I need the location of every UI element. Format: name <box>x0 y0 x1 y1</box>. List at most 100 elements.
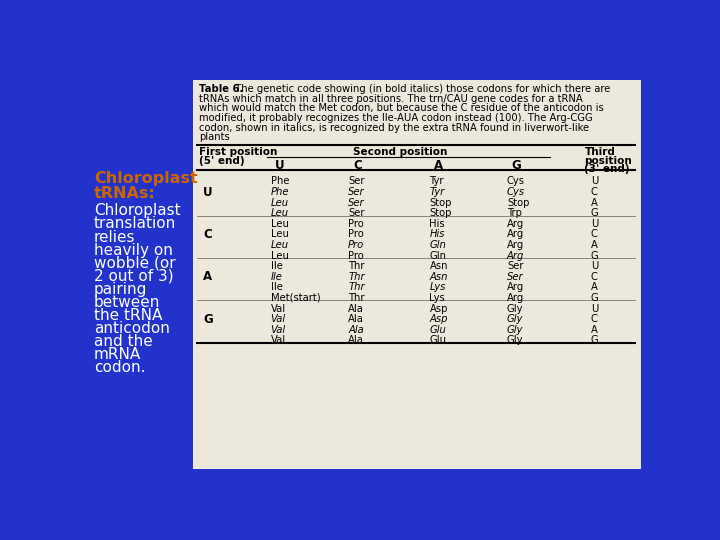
Text: A: A <box>203 271 212 284</box>
Text: Thr: Thr <box>348 272 365 282</box>
Text: Leu: Leu <box>271 240 289 250</box>
Text: Ala: Ala <box>348 303 364 314</box>
Text: Tyr: Tyr <box>429 187 445 197</box>
Text: Asn: Asn <box>429 272 448 282</box>
Text: Pro: Pro <box>348 251 364 261</box>
Text: (5' end): (5' end) <box>199 156 245 166</box>
Text: U: U <box>590 177 598 186</box>
Text: anticodon: anticodon <box>94 321 170 336</box>
Text: U: U <box>275 159 284 172</box>
Text: G: G <box>590 293 598 303</box>
Text: His: His <box>429 219 445 229</box>
Text: U: U <box>590 303 598 314</box>
Text: Table 6.: Table 6. <box>199 84 243 94</box>
Text: C: C <box>590 272 598 282</box>
Text: First position: First position <box>199 147 278 157</box>
Text: Ser: Ser <box>507 272 523 282</box>
Text: Leu: Leu <box>271 251 289 261</box>
Text: which would match the Met codon, but because the C residue of the anticodon is: which would match the Met codon, but bec… <box>199 103 604 113</box>
Text: codon, shown in italics, is recognized by the extra tRNA found in liverwort-like: codon, shown in italics, is recognized b… <box>199 123 590 132</box>
Text: G: G <box>203 313 213 326</box>
Text: Ile: Ile <box>271 282 282 292</box>
Text: modified, it probably recognizes the Ile-AUA codon instead (100). The Arg-CGG: modified, it probably recognizes the Ile… <box>199 113 593 123</box>
Text: Pro: Pro <box>348 240 364 250</box>
Text: C: C <box>590 314 598 324</box>
Text: Arg: Arg <box>507 293 524 303</box>
Text: G: G <box>511 159 521 172</box>
Text: Ser: Ser <box>348 208 364 218</box>
Text: U: U <box>590 219 598 229</box>
Text: Gly: Gly <box>507 314 523 324</box>
Text: mRNA: mRNA <box>94 347 141 362</box>
Text: Tyr: Tyr <box>429 177 444 186</box>
Text: Gln: Gln <box>429 251 446 261</box>
Text: Val: Val <box>271 303 286 314</box>
Text: 2 out of 3): 2 out of 3) <box>94 269 174 284</box>
Text: Asp: Asp <box>429 314 448 324</box>
Text: C: C <box>590 187 598 197</box>
Text: the tRNA: the tRNA <box>94 308 162 323</box>
Text: Gly: Gly <box>507 335 523 345</box>
Text: (3' end): (3' end) <box>585 164 630 174</box>
Text: Leu: Leu <box>271 230 289 239</box>
Text: Arg: Arg <box>507 282 524 292</box>
Bar <box>193 80 641 469</box>
Text: relies: relies <box>94 230 135 245</box>
Text: Ile: Ile <box>271 272 282 282</box>
Text: U: U <box>203 186 213 199</box>
Text: and the: and the <box>94 334 153 349</box>
Text: Arg: Arg <box>507 251 524 261</box>
Text: Lys: Lys <box>429 282 446 292</box>
Text: U: U <box>590 261 598 271</box>
Text: Phe: Phe <box>271 177 289 186</box>
Text: Thr: Thr <box>348 261 364 271</box>
Text: Ile: Ile <box>271 261 282 271</box>
Text: Ala: Ala <box>348 314 364 324</box>
Text: Glu: Glu <box>429 335 446 345</box>
Text: Ser: Ser <box>348 198 365 207</box>
Text: Ser: Ser <box>348 187 365 197</box>
Text: His: His <box>429 230 445 239</box>
Text: Asn: Asn <box>429 261 448 271</box>
Text: Phe: Phe <box>271 187 289 197</box>
Text: wobble (or: wobble (or <box>94 256 176 271</box>
Text: Third: Third <box>585 147 616 157</box>
Text: position: position <box>585 156 632 166</box>
Text: Stop: Stop <box>429 198 452 207</box>
Text: Arg: Arg <box>507 230 524 239</box>
Text: pairing: pairing <box>94 282 148 297</box>
Text: Pro: Pro <box>348 219 364 229</box>
Text: Val: Val <box>271 314 286 324</box>
Text: C: C <box>203 228 212 241</box>
Text: Gln: Gln <box>429 240 446 250</box>
Text: codon.: codon. <box>94 361 145 375</box>
Text: plants: plants <box>199 132 230 142</box>
Text: Leu: Leu <box>271 208 289 218</box>
Text: translation: translation <box>94 217 176 232</box>
Text: between: between <box>94 295 161 310</box>
Text: Second position: Second position <box>354 147 448 157</box>
Text: A: A <box>590 240 598 250</box>
Text: heavily on: heavily on <box>94 242 173 258</box>
Text: A: A <box>590 325 598 335</box>
Text: A: A <box>590 282 598 292</box>
Text: G: G <box>590 208 598 218</box>
Text: Pro: Pro <box>348 230 364 239</box>
Text: Met(start): Met(start) <box>271 293 320 303</box>
Text: Stop: Stop <box>507 198 529 207</box>
Text: Val: Val <box>271 335 286 345</box>
Text: Stop: Stop <box>429 208 452 218</box>
Text: Lys: Lys <box>429 293 445 303</box>
Text: Thr: Thr <box>348 282 365 292</box>
Text: tRNAs:: tRNAs: <box>94 186 156 201</box>
Text: Val: Val <box>271 325 286 335</box>
Text: tRNAs which match in all three positions. The trn/CAU gene codes for a tRNA: tRNAs which match in all three positions… <box>199 93 583 104</box>
Text: Leu: Leu <box>271 198 289 207</box>
Text: Gly: Gly <box>507 303 523 314</box>
Text: Ser: Ser <box>507 261 523 271</box>
Text: The genetic code showing (in bold italics) those codons for which there are: The genetic code showing (in bold italic… <box>229 84 610 94</box>
Text: Leu: Leu <box>271 219 289 229</box>
Text: G: G <box>590 251 598 261</box>
Text: C: C <box>353 159 361 172</box>
Text: Thr: Thr <box>348 293 364 303</box>
